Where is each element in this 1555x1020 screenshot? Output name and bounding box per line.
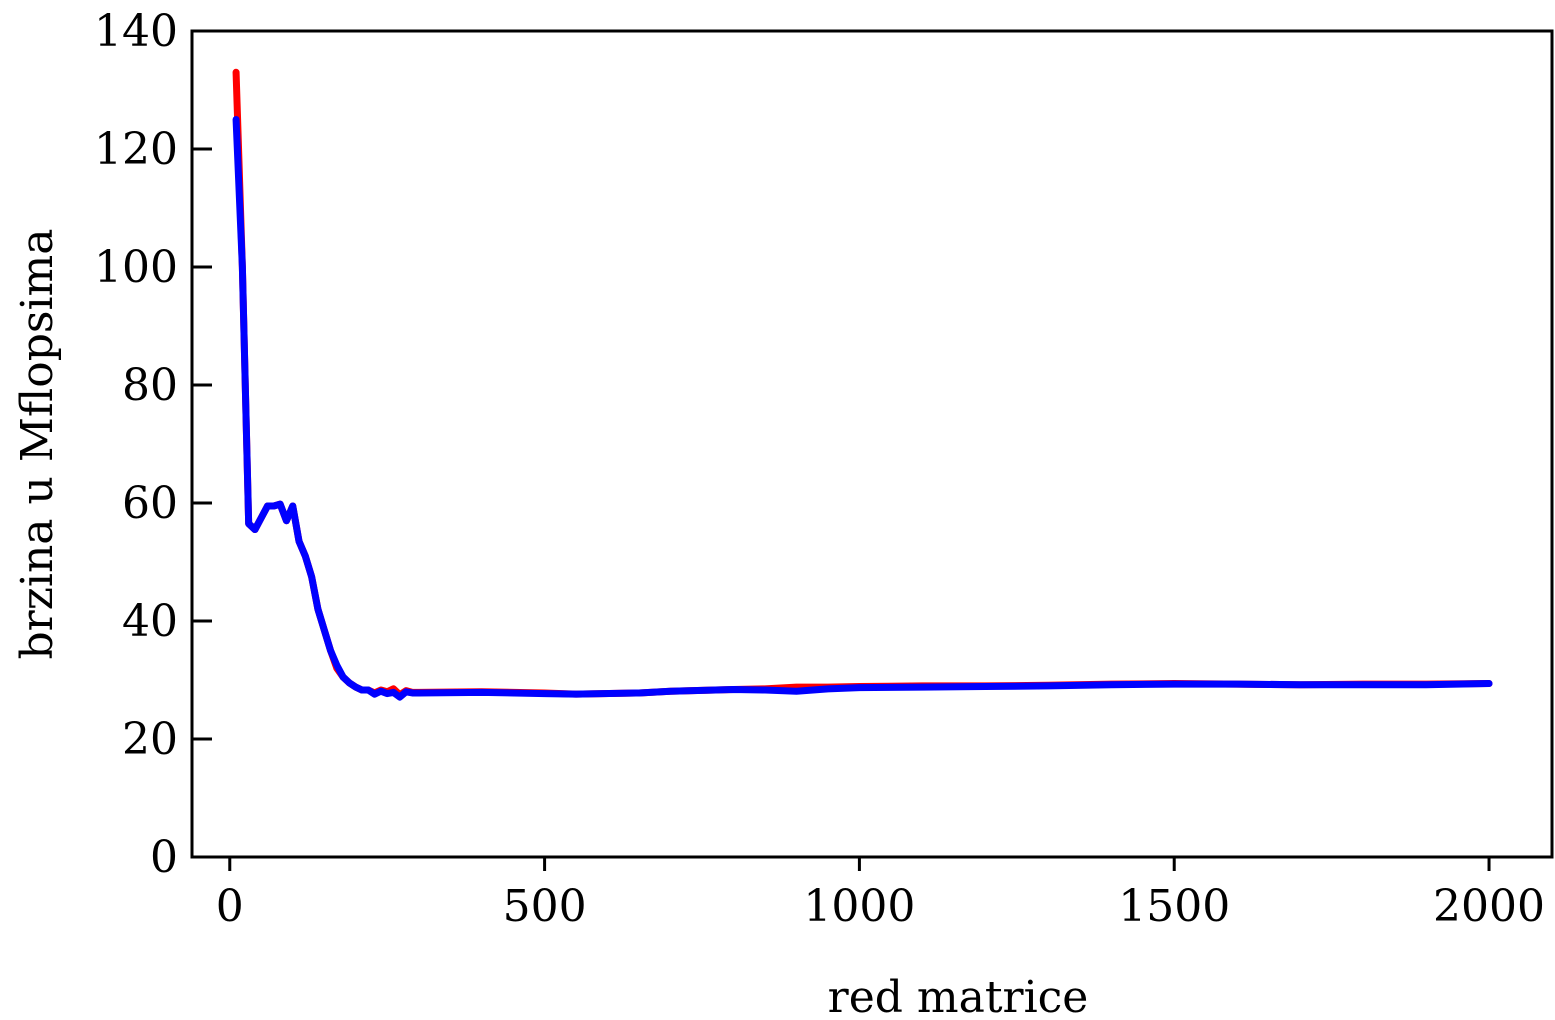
x-tick-label: 500: [503, 881, 587, 932]
series-layer: [232, 68, 1493, 701]
x-tick-label: 2000: [1433, 881, 1545, 932]
y-tick-label: 0: [150, 832, 178, 883]
plot-area-frame: [190, 29, 1554, 859]
y-tick-label: 60: [122, 478, 178, 529]
y-tick-label: 120: [94, 124, 178, 175]
x-axis-title: red matrice: [828, 972, 1089, 1020]
y-axis-title: brzina u Mflopsima: [12, 229, 63, 660]
series-line-1: [232, 68, 1493, 699]
y-axis: 0 20 40 60 80 100 120 140: [94, 6, 212, 883]
y-tick-label: 100: [94, 242, 178, 293]
y-tick-label: 40: [122, 596, 178, 647]
x-tick-label: 1000: [803, 881, 915, 932]
series-line-2: [232, 116, 1493, 701]
x-tick-label: 0: [216, 881, 244, 932]
y-tick-label: 80: [122, 360, 178, 411]
y-tick-label: 20: [122, 714, 178, 765]
x-tick-label: 1500: [1118, 881, 1230, 932]
x-axis: 0 500 1000 1500 2000: [216, 857, 1545, 932]
y-tick-label: 140: [94, 6, 178, 57]
